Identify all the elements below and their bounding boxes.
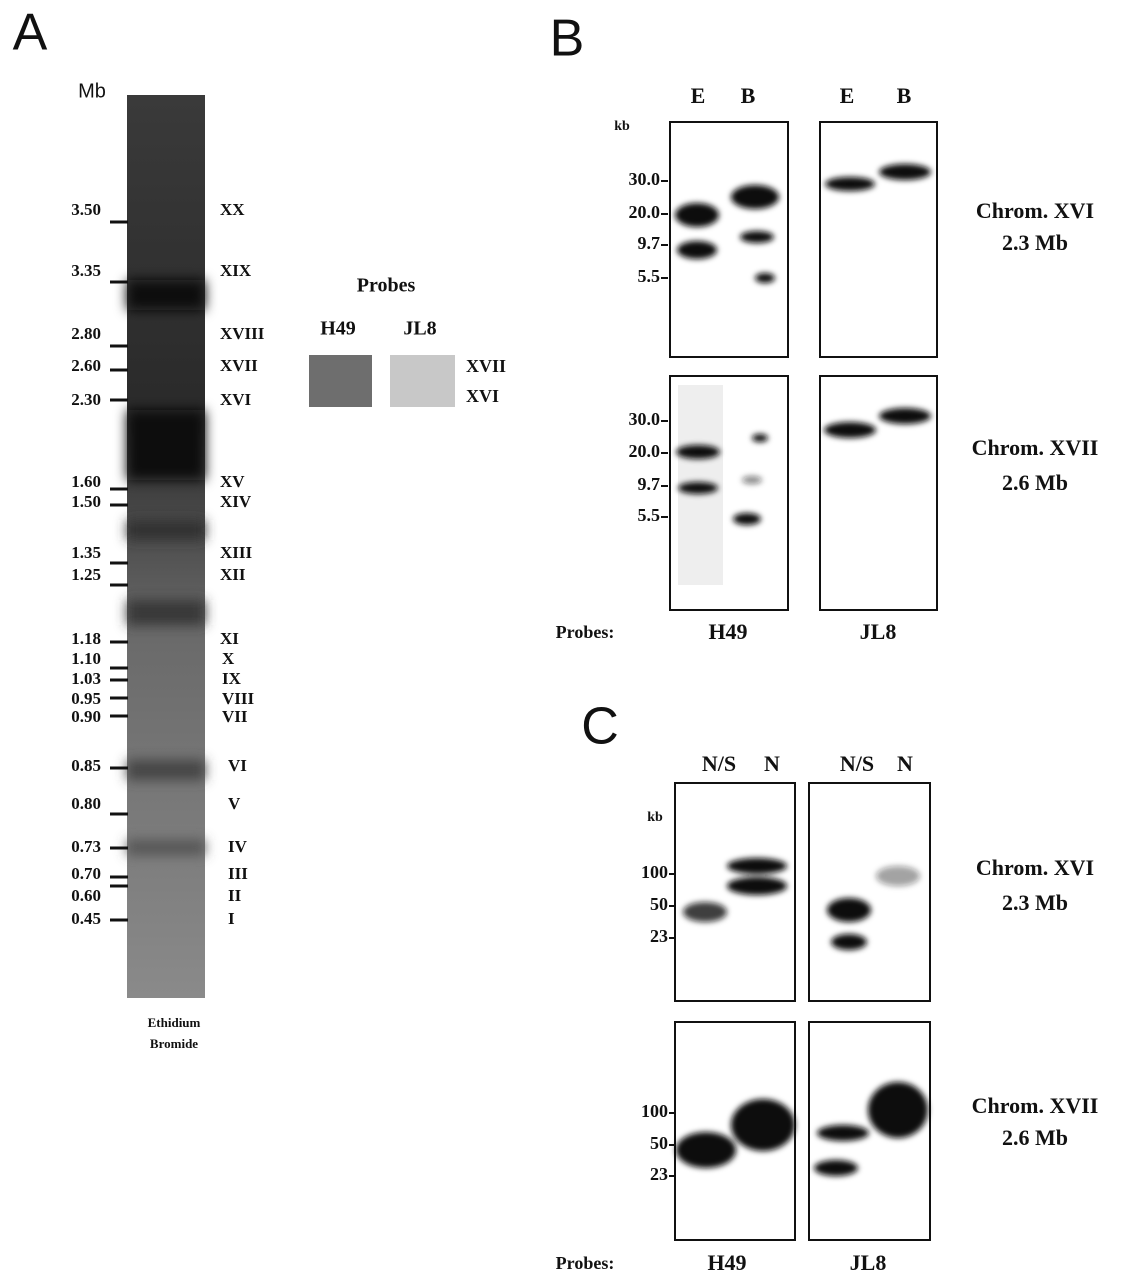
panel-letter: A: [13, 4, 48, 62]
probes-label: Probes:: [556, 622, 615, 642]
size-label: 50: [650, 1133, 668, 1153]
size-label: 100: [641, 1101, 668, 1121]
chromosome-label: II: [228, 886, 242, 905]
probe-blot: [309, 355, 372, 407]
gel-lane: [127, 95, 205, 998]
chromosome-label: III: [228, 864, 248, 883]
chromosome-size: 2.6 Mb: [1002, 1125, 1068, 1150]
lane-label: N/S: [702, 751, 736, 776]
marker-size: 0.80: [71, 794, 101, 813]
marker-size: 3.50: [71, 200, 101, 219]
chromosome-label: VIII: [222, 689, 255, 708]
blot-bands: [675, 164, 931, 1176]
blot-frames: [669, 121, 938, 1241]
chromosome-label: Chrom. XVII: [972, 435, 1099, 460]
chromosome-label: IV: [228, 837, 248, 856]
size-label: 9.7: [638, 474, 661, 494]
stain-label: Bromide: [150, 1036, 198, 1051]
probe-name: H49: [320, 318, 356, 340]
size-label: 30.0: [629, 409, 661, 429]
probe-name: JL8: [403, 318, 436, 340]
marker-size: 2.30: [71, 390, 101, 409]
probe-name: JL8: [850, 1250, 887, 1275]
chromosome-label: I: [228, 909, 235, 928]
size-label: 5.5: [638, 505, 661, 525]
unit-label: Mb: [78, 80, 106, 102]
lane-label: E: [840, 83, 855, 108]
chromosome-label: V: [228, 794, 241, 813]
lane-label: N: [897, 751, 913, 776]
chromosome-label: VI: [228, 756, 247, 775]
lane-label: E: [691, 83, 706, 108]
size-label: 5.5: [638, 266, 661, 286]
marker-size: 0.45: [71, 909, 101, 928]
unit-label: kb: [647, 810, 663, 825]
marker-size: 1.60: [71, 472, 101, 491]
chromosome-label: VII: [222, 707, 248, 726]
chromosome-label: XIX: [220, 261, 252, 280]
size-label: 100: [641, 862, 668, 882]
marker-size: 1.35: [71, 543, 101, 562]
marker-size: 1.03: [71, 669, 101, 688]
size-label: 50: [650, 894, 668, 914]
marker-size: 0.95: [71, 689, 101, 708]
chromosome-size: 2.6 Mb: [1002, 470, 1068, 495]
size-label: 30.0: [629, 169, 661, 189]
probe-name: H49: [708, 619, 747, 644]
marker-size: 1.50: [71, 492, 101, 511]
chromosome-size: 2.3 Mb: [1002, 890, 1068, 915]
probe-blot: [390, 355, 455, 407]
chromosome-label: XVIII: [220, 324, 265, 343]
marker-size: 0.60: [71, 886, 101, 905]
lane-label: B: [741, 83, 756, 108]
marker-size: 1.18: [71, 629, 101, 648]
chromosome-label: Chrom. XVI: [976, 855, 1094, 880]
lane-label: N/S: [840, 751, 874, 776]
chromosome-label: IX: [222, 669, 242, 688]
marker-size: 3.35: [71, 261, 101, 280]
marker-size: 1.10: [71, 649, 101, 668]
chromosome-label: XVI: [220, 390, 252, 409]
gel-bands: [127, 280, 205, 855]
chromosome-size: 2.3 Mb: [1002, 230, 1068, 255]
chromosome-label: XII: [220, 565, 246, 584]
size-label: 9.7: [638, 233, 661, 253]
chromosome-label: XVII: [466, 356, 506, 376]
marker-size: 0.90: [71, 707, 101, 726]
chromosome-label: XX: [220, 200, 245, 219]
unit-label: kb: [614, 119, 630, 134]
marker-size: 2.60: [71, 356, 101, 375]
chromosome-label: XIII: [220, 543, 253, 562]
lane-label: B: [897, 83, 912, 108]
chromosome-label: XV: [220, 472, 245, 491]
chromosome-label: XVII: [220, 356, 258, 375]
marker-size: 1.25: [71, 565, 101, 584]
panel-letter: C: [581, 698, 619, 756]
chromosome-label: XVI: [466, 386, 499, 406]
marker-size: 0.73: [71, 837, 101, 856]
chromosome-label: XI: [220, 629, 239, 648]
probe-name: H49: [707, 1250, 746, 1275]
marker-size: 2.80: [71, 324, 101, 343]
size-label: 20.0: [629, 441, 661, 461]
probe-name: JL8: [860, 619, 897, 644]
size-label: 23: [650, 926, 668, 946]
chromosome-label: Chrom. XVI: [976, 198, 1094, 223]
panel-letter: B: [550, 10, 585, 68]
stain-label: Ethidium: [148, 1015, 201, 1030]
marker-size: 0.85: [71, 756, 101, 775]
lane-label: N: [764, 751, 780, 776]
chromosome-label: Chrom. XVII: [972, 1093, 1099, 1118]
chromosome-label: X: [222, 649, 235, 668]
probes-label: Probes:: [556, 1253, 615, 1273]
marker-size: 0.70: [71, 864, 101, 883]
probes-title: Probes: [357, 275, 416, 297]
size-label: 20.0: [629, 202, 661, 222]
chromosome-label: XIV: [220, 492, 252, 511]
size-label: 23: [650, 1164, 668, 1184]
